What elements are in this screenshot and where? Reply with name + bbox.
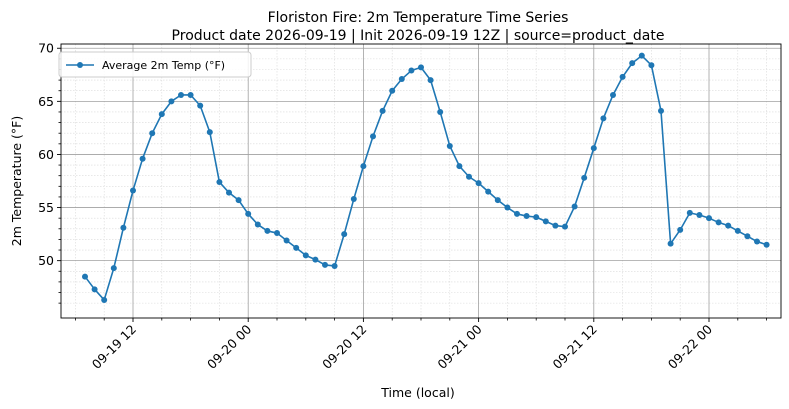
data-point (360, 163, 367, 170)
x-tick-label: 09-20 00 (204, 321, 254, 371)
data-point (302, 252, 309, 259)
series-line (84, 54, 767, 301)
legend-marker-swatch (77, 62, 83, 68)
data-point (235, 197, 242, 204)
x-tick-label: 09-20 12 (319, 322, 369, 372)
series-line-layer (82, 52, 770, 303)
tick-labels: 50 55 60 65 70 09-19 12 09-20 00 09-20 12 09-21 … (38, 41, 715, 372)
data-point (542, 218, 549, 225)
data-point (466, 173, 472, 180)
legend-label: Average 2m Temp (°F) (102, 59, 225, 72)
data-point (533, 214, 540, 221)
data-point (418, 64, 424, 71)
data-point (149, 130, 156, 137)
data-point (744, 233, 751, 240)
data-point (216, 179, 223, 186)
x-axis-label: Time (local) (380, 385, 454, 400)
data-point (715, 219, 722, 226)
data-point (629, 60, 636, 67)
data-point (600, 115, 607, 122)
data-point (475, 180, 482, 187)
x-tick-label: 09-21 00 (434, 321, 484, 371)
legend: Average 2m Temp (°F) (58, 51, 252, 78)
y-axis-label: 2m Temperature (°F) (9, 116, 24, 246)
x-tick-label: 09-19 12 (89, 322, 139, 372)
data-point (110, 265, 117, 272)
data-point (370, 133, 376, 140)
data-point (130, 187, 136, 194)
y-tick-label: 65 (38, 94, 54, 109)
data-point (446, 142, 453, 149)
data-point (706, 215, 712, 222)
data-point (638, 52, 645, 59)
legend-box (58, 51, 252, 78)
data-point (101, 296, 108, 303)
data-point (120, 224, 127, 231)
data-point (571, 203, 578, 210)
data-point (514, 210, 520, 217)
data-point (91, 286, 98, 293)
data-point (734, 227, 741, 234)
chart-subtitle: Product date 2026-09-19 | Init 2026-09-1… (172, 28, 665, 44)
data-point (293, 244, 300, 251)
data-point (763, 241, 770, 248)
data-point (187, 91, 194, 98)
data-point (437, 108, 444, 115)
data-point (504, 204, 511, 211)
data-point (178, 91, 184, 98)
data-point (389, 87, 396, 94)
data-point (686, 209, 693, 216)
data-point (264, 227, 271, 234)
data-point (562, 223, 568, 230)
data-point (283, 237, 290, 244)
data-point (197, 102, 204, 109)
data-point (696, 211, 703, 218)
data-point (590, 145, 597, 152)
data-point (485, 188, 492, 195)
data-point (379, 107, 386, 114)
data-point (610, 91, 616, 98)
data-point (274, 230, 280, 237)
data-point (667, 240, 674, 247)
data-point (245, 210, 252, 217)
data-point (398, 76, 405, 83)
y-tick-label: 60 (38, 147, 54, 162)
data-point (226, 189, 232, 196)
axes (57, 43, 782, 322)
data-point (725, 222, 732, 229)
data-point (494, 197, 501, 204)
data-point (312, 256, 319, 263)
data-point (322, 261, 328, 268)
data-point (677, 226, 684, 233)
data-point (456, 163, 463, 170)
data-point (619, 73, 626, 80)
data-point (206, 129, 213, 136)
x-tick-label: 09-22 00 (665, 321, 715, 371)
y-tick-label: 55 (38, 200, 54, 215)
data-point (754, 238, 760, 245)
y-tick-label: 50 (38, 253, 54, 268)
data-point (254, 221, 261, 228)
data-point (168, 98, 175, 105)
data-point (331, 262, 338, 269)
data-point (82, 273, 88, 280)
data-point (158, 111, 165, 118)
data-point (581, 174, 588, 181)
data-point (648, 62, 655, 69)
data-point (658, 107, 664, 114)
data-point (523, 213, 530, 220)
data-point (552, 222, 559, 229)
data-point (408, 67, 415, 74)
data-point (341, 231, 348, 238)
data-point (427, 77, 434, 84)
chart-title: Floriston Fire: 2m Temperature Time Seri… (268, 10, 569, 26)
data-point (139, 155, 146, 162)
plot-frame (60, 43, 782, 319)
x-tick-label: 09-21 12 (550, 322, 600, 372)
data-point (350, 196, 357, 203)
grid (61, 44, 781, 318)
y-tick-label: 70 (38, 41, 54, 56)
